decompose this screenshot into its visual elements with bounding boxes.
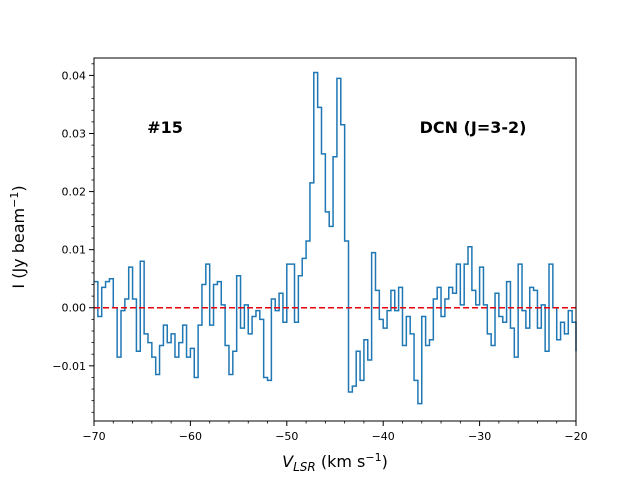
x-tick-label: −70 bbox=[82, 430, 105, 443]
x-tick-label: −60 bbox=[179, 430, 202, 443]
x-tick-label: −50 bbox=[275, 430, 298, 443]
labels-layer: −70 −60 −50 −40 −30 −20 −0.01 0.00 0.01 0.02 0.03 0… bbox=[52, 69, 587, 443]
plot-layer bbox=[94, 71, 577, 405]
x-tick-label: −20 bbox=[564, 430, 587, 443]
line-name-annotation: DCN (J=3-2) bbox=[420, 118, 527, 137]
source-id-annotation: #15 bbox=[147, 118, 183, 137]
x-tick-label: −40 bbox=[372, 430, 395, 443]
y-tick-label: −0.01 bbox=[52, 360, 86, 373]
y-tick-label: 0.03 bbox=[62, 128, 87, 141]
x-tick-label: −30 bbox=[468, 430, 491, 443]
plot-frame bbox=[93, 57, 577, 422]
y-axis-title: I (Jy beam−1) bbox=[8, 185, 28, 288]
y-tick-label: 0.01 bbox=[62, 244, 87, 257]
y-tick-label: 0.02 bbox=[62, 186, 87, 199]
y-tick-label: 0.00 bbox=[62, 302, 87, 315]
spectrum-step-line bbox=[94, 71, 577, 405]
y-tick-label: 0.04 bbox=[62, 69, 87, 82]
x-axis-title: VLSR (km s−1) bbox=[282, 451, 388, 474]
